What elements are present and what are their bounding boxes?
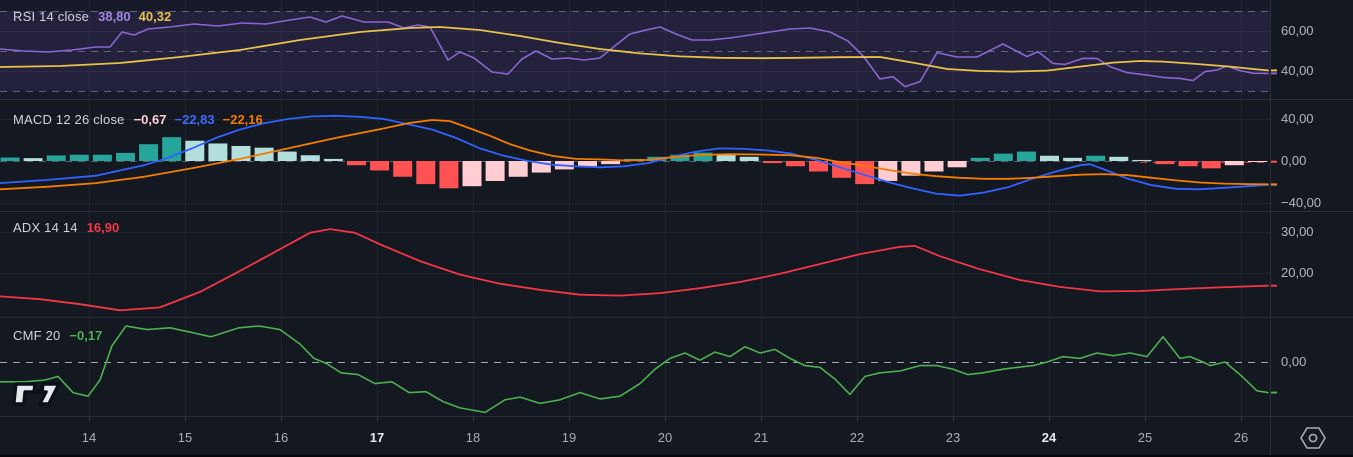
logo-bar-glyph <box>12 382 37 406</box>
macd-histogram-bar <box>23 158 43 161</box>
macd-histogram-bar <box>277 151 297 161</box>
macd-histogram-bar <box>462 161 482 187</box>
macd-histogram-bar <box>508 161 528 177</box>
day-label-26: 26 <box>1233 430 1249 445</box>
macd-axis-label: 40,00 <box>1281 111 1314 126</box>
rsi-axis-label: 40,00 <box>1281 63 1314 78</box>
macd-histogram-bar <box>1178 161 1198 167</box>
macd-histogram-bar <box>809 161 828 172</box>
macd-histogram-bar <box>1040 155 1059 161</box>
logo-seven-glyph <box>38 382 61 406</box>
rsi-value: 40,32 <box>138 9 172 24</box>
macd-histogram-bar <box>531 161 551 173</box>
cmf-pane-legend[interactable]: CMF 20 −0,17 <box>13 328 110 343</box>
day-label-20: 20 <box>657 430 673 445</box>
day-label-24: 24 <box>1041 430 1057 445</box>
macd-histogram-bar <box>1155 161 1175 165</box>
macd-histogram-bar <box>739 156 759 161</box>
cmf-value: −0,17 <box>69 328 103 343</box>
rsi-rsi-based-ma-line <box>0 26 1269 73</box>
macd-histogram-bar <box>924 161 944 172</box>
macd-histogram-bar <box>46 155 66 161</box>
rsi-title[interactable]: RSI 14 close <box>13 9 90 24</box>
rsi-axis-label: 60,00 <box>1281 23 1314 38</box>
macd-histogram-bar <box>1201 161 1221 169</box>
macd-histogram-bar <box>601 161 621 165</box>
macd-histogram-bar <box>1109 156 1129 161</box>
rsi-rsi-line <box>0 15 1269 88</box>
macd-histogram-bar <box>578 161 597 167</box>
day-label-18: 18 <box>465 430 481 445</box>
macd-value: −22,83 <box>174 112 215 127</box>
day-label-16: 16 <box>273 430 289 445</box>
macd-histogram-bar <box>878 161 898 181</box>
macd-value: −22,16 <box>222 112 263 127</box>
settings-hexagon-icon[interactable] <box>1298 425 1328 456</box>
rsi-pane-legend[interactable]: RSI 14 close 38,80 40,32 <box>13 9 179 24</box>
macd-histogram-bar <box>393 161 413 177</box>
macd-histogram-bar <box>762 161 782 164</box>
macd-signal-line <box>0 119 1269 191</box>
macd-histogram-bar <box>1063 157 1083 161</box>
day-label-14: 14 <box>81 430 97 445</box>
macd-histogram-bar <box>1224 161 1244 166</box>
macd-histogram-bar <box>693 152 713 161</box>
macd-histogram-bar <box>300 155 320 161</box>
macd-histogram-bar <box>69 154 89 161</box>
adx-value: 16,90 <box>86 220 120 235</box>
day-label-15: 15 <box>177 430 193 445</box>
macd-histogram-bar <box>116 152 135 161</box>
macd-histogram-bar <box>370 161 390 171</box>
macd-histogram-bar <box>139 144 159 161</box>
macd-value: −0,67 <box>133 112 167 127</box>
macd-histogram-bar <box>670 154 690 161</box>
day-label-25: 25 <box>1137 430 1153 445</box>
bottom-edge <box>0 455 1353 457</box>
macd-histogram-bar <box>0 157 20 161</box>
macd-histogram-bar <box>832 161 852 178</box>
macd-histogram-bar <box>1132 159 1152 161</box>
day-label-23: 23 <box>945 430 961 445</box>
rsi-pane-background <box>0 0 1270 99</box>
macd-histogram-bar <box>1086 155 1106 161</box>
macd-histogram-bar <box>485 161 505 181</box>
macd-histogram-bar <box>439 161 459 189</box>
adx-adx-line <box>0 228 1269 312</box>
adx-pane-legend[interactable]: ADX 14 14 16,90 <box>13 220 127 235</box>
cmf-title[interactable]: CMF 20 <box>13 328 61 343</box>
macd-axis-label: 0,00 <box>1281 153 1307 168</box>
macd-title[interactable]: MACD 12 26 close <box>13 112 125 127</box>
cmf-cmf-line <box>0 325 1269 414</box>
macd-pane-legend[interactable]: MACD 12 26 close −0,67 −22,83 −22,16 <box>13 112 271 127</box>
adx-axis-label: 30,00 <box>1281 224 1314 239</box>
macd-macd-line <box>0 114 1269 197</box>
adx-axis-label: 20,00 <box>1281 265 1314 280</box>
macd-histogram-bar <box>1016 151 1036 161</box>
adx-title[interactable]: ADX 14 14 <box>13 220 78 235</box>
macd-histogram-bar <box>716 153 736 161</box>
day-label-19: 19 <box>561 430 577 445</box>
macd-histogram-bar <box>208 143 228 161</box>
macd-histogram-bar <box>347 161 366 166</box>
rsi-value: 38,80 <box>98 9 131 24</box>
macd-histogram-bar <box>416 161 436 185</box>
day-label-21: 21 <box>753 430 769 445</box>
macd-histogram-bar <box>92 154 112 161</box>
macd-histogram-bar <box>323 158 343 161</box>
macd-histogram-bar <box>970 157 990 161</box>
macd-histogram-bar <box>1247 161 1267 162</box>
day-label-17: 17 <box>369 430 385 445</box>
tradingview-logo[interactable] <box>12 380 62 415</box>
day-label-22: 22 <box>849 430 865 445</box>
macd-axis-label: −40,00 <box>1281 195 1322 210</box>
macd-histogram-bar <box>785 161 805 167</box>
macd-histogram-bar <box>993 153 1013 161</box>
macd-histogram-bar <box>947 161 967 168</box>
cmf-axis-label: 0,00 <box>1281 354 1307 369</box>
macd-histogram-bar <box>162 137 182 161</box>
